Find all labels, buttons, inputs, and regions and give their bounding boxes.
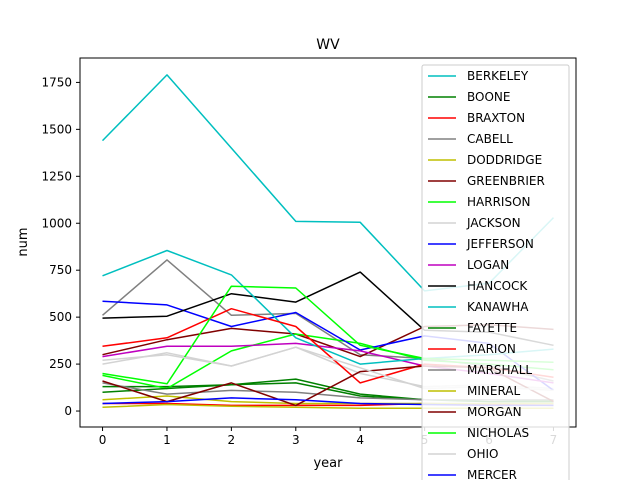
y-tick-label: 0 xyxy=(64,404,72,418)
y-tick-label: 1500 xyxy=(41,122,72,136)
x-tick-label: 2 xyxy=(228,433,236,447)
legend-label: BRAXTON xyxy=(467,111,525,125)
legend-label: CABELL xyxy=(467,132,513,146)
legend-label: JACKSON xyxy=(466,216,521,230)
legend-label: MINERAL xyxy=(467,384,521,398)
legend-label: JEFFERSON xyxy=(466,237,534,251)
legend-label: MERCER xyxy=(467,468,517,480)
legend-label: GREENBRIER xyxy=(467,174,545,188)
legend: BERKELEY BOONE BRAXTON CABELL DODDRIDGE GREEN… xyxy=(421,64,570,480)
x-axis-label: year xyxy=(313,456,343,471)
legend-label: NICHOLAS xyxy=(467,426,529,440)
y-tick-label: 1750 xyxy=(41,75,72,89)
legend-label: MARION xyxy=(467,342,516,356)
y-tick-label: 1250 xyxy=(41,169,72,183)
y-tick-label: 750 xyxy=(49,263,72,277)
y-axis-label: num xyxy=(16,227,31,256)
legend-label: HANCOCK xyxy=(467,279,528,293)
x-tick-label: 3 xyxy=(292,433,300,447)
legend-label: OHIO xyxy=(467,447,498,461)
y-tick-label: 250 xyxy=(49,357,72,371)
y-axis: 0 250 500 750 1000 1250 1500 1750 xyxy=(41,75,80,418)
x-tick-label: 4 xyxy=(356,433,364,447)
x-tick-label: 0 xyxy=(99,433,107,447)
legend-label: HARRISON xyxy=(467,195,531,209)
legend-label: BOONE xyxy=(467,90,510,104)
legend-label: DODDRIDGE xyxy=(467,153,542,167)
x-tick-label: 1 xyxy=(163,433,171,447)
legend-label: MORGAN xyxy=(467,405,522,419)
chart-title: WV xyxy=(316,37,340,53)
legend-label: LOGAN xyxy=(467,258,509,272)
legend-label: MARSHALL xyxy=(467,363,532,377)
y-tick-label: 1000 xyxy=(41,216,72,230)
legend-label: FAYETTE xyxy=(467,321,517,335)
plot-frame xyxy=(79,57,577,428)
legend-label: BERKELEY xyxy=(467,69,529,83)
legend-box xyxy=(421,64,570,480)
legend-label: KANAWHA xyxy=(467,300,529,314)
y-tick-label: 500 xyxy=(49,310,72,324)
